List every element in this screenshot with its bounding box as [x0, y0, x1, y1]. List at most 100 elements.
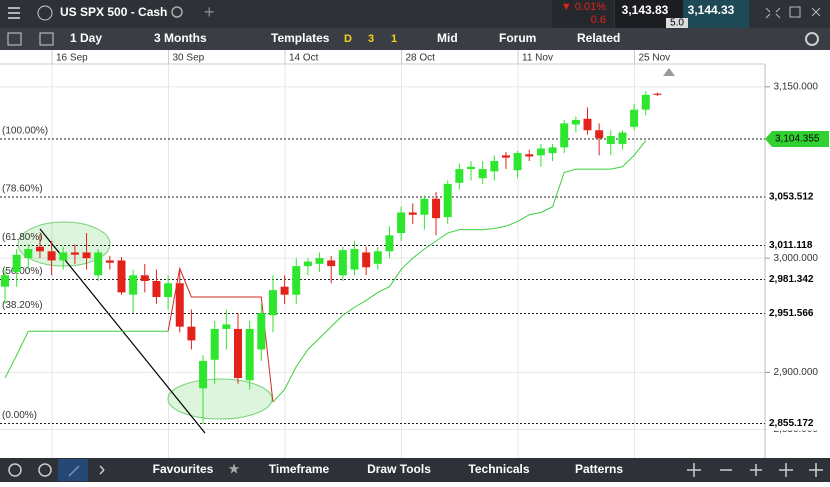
window-icons[interactable] [765, 6, 821, 19]
candle-body [70, 252, 79, 255]
fib-pct: (38.20%) [2, 300, 43, 311]
candle-body [618, 132, 627, 144]
one-button[interactable]: 1 [391, 33, 397, 45]
candle-body [455, 169, 464, 183]
plot: 16 Sep 30 Sep 14 Oct 28 Oct 11 Nov 25 Nov 2,85… [0, 50, 829, 458]
sell-price: 3,143.83 [622, 3, 669, 17]
price-type[interactable]: Mid [437, 31, 458, 45]
candle-body [257, 312, 266, 350]
candle-body [315, 258, 324, 264]
related[interactable]: Related [577, 31, 620, 45]
favourites[interactable]: Favourites [153, 462, 214, 476]
technicals[interactable]: Technicals [468, 462, 529, 476]
candle-body [24, 249, 33, 259]
candle-body [222, 324, 231, 329]
zoom-icons[interactable] [687, 463, 823, 477]
candle-body [327, 260, 336, 267]
candle-body [478, 169, 487, 179]
date-label: 28 Oct [406, 53, 436, 64]
candle-body [140, 275, 149, 281]
draw-active [58, 459, 88, 481]
candle-body [443, 183, 452, 218]
candle-body [560, 123, 569, 148]
timeframe[interactable]: Timeframe [269, 462, 330, 476]
indicator-line [4, 140, 647, 403]
candle-body [385, 235, 394, 252]
symbol[interactable]: US SPX 500 - Cash [60, 5, 167, 19]
candle-body [94, 252, 103, 276]
highlight-ellipse [167, 378, 273, 420]
candle-body [338, 250, 347, 276]
level-label: 2,855.172 [769, 418, 814, 429]
range[interactable]: 3 Months [154, 31, 207, 45]
level-box [766, 272, 818, 287]
forum[interactable]: Forum [499, 31, 536, 45]
spread-box [666, 18, 688, 28]
menu-icon[interactable] [8, 7, 20, 19]
candle-body [653, 93, 662, 95]
interval[interactable]: 1 Day [70, 31, 102, 45]
date-label: 25 Nov [639, 53, 671, 64]
date-label: 11 Nov [522, 53, 553, 64]
candle-body [362, 252, 371, 268]
candle-body [641, 94, 650, 110]
candle-body [59, 252, 68, 261]
buy-price: 3,144.33 [688, 3, 735, 17]
date-label: 14 Oct [289, 53, 319, 64]
star-icon[interactable]: ★ [228, 461, 241, 477]
candle-body [571, 119, 580, 125]
layout-icon[interactable] [39, 32, 54, 46]
indicator-line [167, 266, 274, 403]
search-icon[interactable] [171, 6, 183, 18]
settings-bar [0, 28, 830, 50]
level-box [766, 306, 818, 321]
candle-body [536, 148, 545, 156]
templates[interactable]: Templates [271, 31, 330, 45]
d-button[interactable]: D [344, 33, 352, 45]
candle-body [501, 155, 510, 158]
candle-body [583, 118, 592, 131]
candle-body [82, 252, 91, 259]
candle-body [525, 154, 534, 157]
buy-button[interactable] [683, 0, 749, 28]
candle-body [187, 326, 196, 341]
date-label: 16 Sep [56, 53, 88, 64]
candle-body [152, 280, 161, 297]
instrument-icon [37, 5, 53, 21]
candle-body [47, 251, 56, 261]
candle-body [234, 328, 242, 379]
panel-icon[interactable] [7, 32, 22, 46]
candle-body [467, 166, 475, 170]
level-box [766, 416, 818, 431]
y-tick-label: 3,150.000 [774, 81, 819, 92]
candle-body [420, 198, 429, 215]
candle-body [630, 109, 639, 127]
scroll-marker[interactable] [663, 68, 675, 76]
add-button[interactable]: + [204, 2, 215, 22]
candle-body [175, 283, 184, 327]
patterns[interactable]: Patterns [575, 462, 623, 476]
date-axis [0, 50, 830, 64]
candle-body [280, 286, 289, 295]
current-price-tag [765, 130, 829, 147]
candle-body [292, 266, 301, 295]
level-label: 2,981.342 [769, 274, 814, 285]
current-price-label: 3,104.355 [775, 134, 820, 145]
settings-icon[interactable] [805, 32, 819, 46]
change: 0.6 [591, 14, 606, 26]
level-box [766, 238, 818, 253]
candle-body [12, 254, 21, 272]
level-label: 3,053.512 [769, 192, 814, 203]
candle-body [408, 212, 417, 215]
level-label: 3,011.118 [769, 240, 813, 251]
draw-tools[interactable]: Draw Tools [367, 462, 431, 476]
candle-body [210, 328, 219, 360]
candle-body [268, 290, 277, 316]
level-box [766, 190, 818, 205]
candle-body [245, 328, 254, 381]
fib-pct: (78.60%) [2, 184, 43, 195]
candle-body [117, 260, 126, 293]
candle-body [548, 147, 557, 154]
three-button[interactable]: 3 [368, 33, 374, 45]
